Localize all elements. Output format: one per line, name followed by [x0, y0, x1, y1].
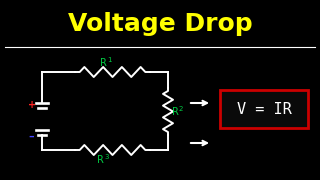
Text: R: R [97, 155, 104, 165]
Text: R: R [100, 58, 107, 68]
Text: Voltage Drop: Voltage Drop [68, 12, 252, 36]
Bar [220, 90, 308, 128]
Text: 3: 3 [104, 154, 108, 160]
Text: 1: 1 [107, 57, 111, 63]
Text: 2: 2 [179, 106, 183, 112]
Text: –: – [28, 132, 34, 142]
Text: V = IR: V = IR [236, 102, 292, 116]
Text: R: R [172, 107, 179, 117]
Text: +: + [28, 100, 36, 110]
